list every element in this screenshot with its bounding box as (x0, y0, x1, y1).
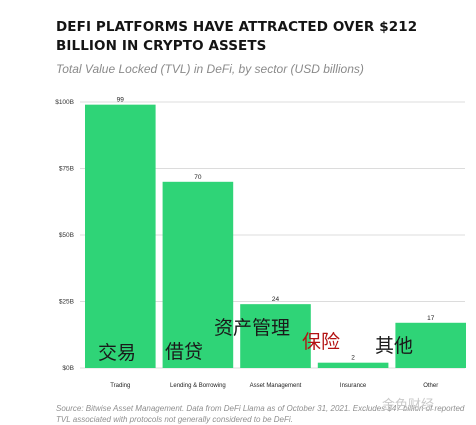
y-tick-label: $50B (59, 232, 74, 239)
chart-title: DEFI PLATFORMS HAVE ATTRACTED OVER $212 … (56, 19, 418, 54)
bar (317, 362, 389, 368)
source-footnote: Source: Bitwise Asset Management. Data f… (56, 404, 465, 424)
chinese-annotation: 借贷 (165, 341, 203, 363)
x-tick-label: Lending & Borrowing (170, 383, 226, 389)
y-tick-label: $75B (59, 166, 74, 173)
bar (162, 181, 234, 368)
bar (395, 322, 466, 368)
bar (240, 304, 311, 368)
chinese-annotation: 其他 (375, 335, 413, 357)
chart-subtitle: Total Value Locked (TVL) in DeFi, by sec… (56, 62, 364, 76)
value-label: 24 (272, 296, 280, 303)
chinese-annotation: 资产管理 (214, 317, 290, 339)
y-tick-label: $100B (55, 99, 74, 106)
bar (85, 104, 156, 368)
watermark: 金色财经 (382, 398, 435, 413)
x-tick-label: Other (423, 383, 438, 389)
x-tick-label: Trading (110, 383, 130, 389)
chinese-annotation: 交易 (98, 342, 136, 364)
value-label: 17 (427, 315, 435, 322)
y-tick-label: $0B (62, 365, 74, 372)
chinese-annotation: 保险 (302, 331, 340, 353)
value-label: 2 (351, 355, 355, 362)
value-label: 99 (117, 97, 125, 104)
x-tick-label: Asset Management (250, 383, 302, 389)
y-tick-label: $25B (59, 299, 74, 306)
x-tick-label: Insurance (340, 383, 367, 389)
value-label: 70 (194, 174, 202, 181)
